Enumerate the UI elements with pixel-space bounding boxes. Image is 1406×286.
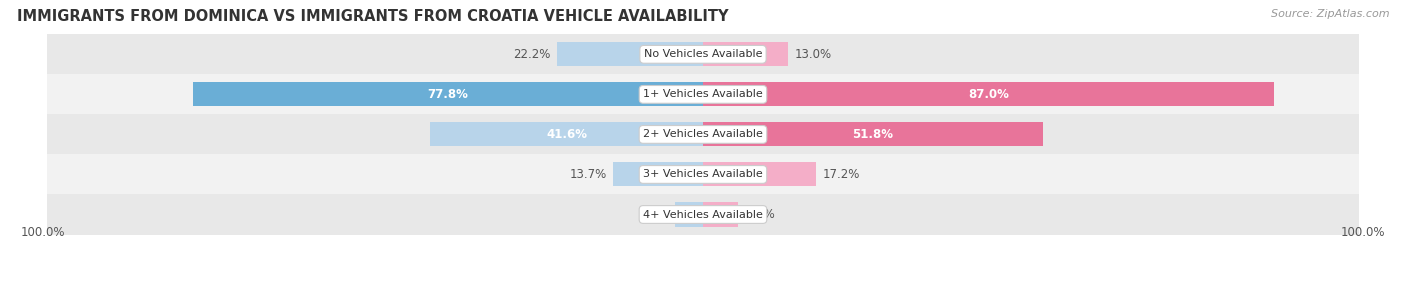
- Bar: [193, 82, 703, 106]
- Bar: [46, 194, 1360, 235]
- Text: 51.8%: 51.8%: [852, 128, 893, 141]
- Bar: [46, 154, 1360, 194]
- Text: 100.0%: 100.0%: [1341, 226, 1385, 239]
- Text: Source: ZipAtlas.com: Source: ZipAtlas.com: [1271, 9, 1389, 19]
- Text: 4.2%: 4.2%: [638, 208, 669, 221]
- Text: 13.0%: 13.0%: [794, 48, 832, 61]
- Bar: [703, 122, 1043, 146]
- Text: 2+ Vehicles Available: 2+ Vehicles Available: [643, 130, 763, 139]
- Text: 87.0%: 87.0%: [967, 88, 1010, 101]
- Text: 13.7%: 13.7%: [569, 168, 606, 181]
- Text: 17.2%: 17.2%: [823, 168, 860, 181]
- Text: 77.8%: 77.8%: [427, 88, 468, 101]
- Text: 4+ Vehicles Available: 4+ Vehicles Available: [643, 210, 763, 219]
- Bar: [613, 162, 703, 186]
- Text: 100.0%: 100.0%: [21, 226, 65, 239]
- Bar: [703, 42, 789, 66]
- Bar: [703, 162, 815, 186]
- Legend: Immigrants from Dominica, Immigrants from Croatia: Immigrants from Dominica, Immigrants fro…: [517, 282, 889, 286]
- Text: 3+ Vehicles Available: 3+ Vehicles Available: [643, 170, 763, 179]
- Bar: [703, 82, 1274, 106]
- Bar: [430, 122, 703, 146]
- Bar: [703, 202, 738, 227]
- Bar: [46, 114, 1360, 154]
- Text: IMMIGRANTS FROM DOMINICA VS IMMIGRANTS FROM CROATIA VEHICLE AVAILABILITY: IMMIGRANTS FROM DOMINICA VS IMMIGRANTS F…: [17, 9, 728, 23]
- Bar: [675, 202, 703, 227]
- Text: 41.6%: 41.6%: [546, 128, 588, 141]
- Text: 5.4%: 5.4%: [745, 208, 775, 221]
- Bar: [46, 74, 1360, 114]
- Text: 22.2%: 22.2%: [513, 48, 551, 61]
- Text: No Vehicles Available: No Vehicles Available: [644, 49, 762, 59]
- Bar: [557, 42, 703, 66]
- Text: 1+ Vehicles Available: 1+ Vehicles Available: [643, 90, 763, 99]
- Bar: [46, 34, 1360, 74]
